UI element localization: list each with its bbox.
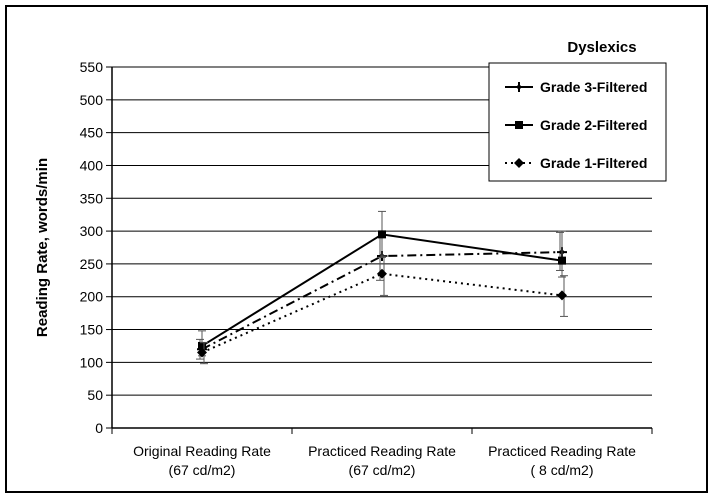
y-tick-label: 200	[80, 289, 104, 305]
legend-marker	[514, 158, 524, 168]
legend-title: Dyslexics	[567, 39, 636, 56]
legend-marker	[515, 121, 523, 129]
legend-label: Grade 1-Filtered	[540, 155, 647, 171]
data-point	[198, 341, 206, 350]
data-point	[558, 256, 566, 265]
y-tick-label: 50	[87, 387, 103, 403]
y-tick-label: 350	[80, 190, 104, 206]
y-tick-label: 300	[80, 223, 104, 239]
legend-item: Grade 1-Filtered	[505, 155, 647, 171]
y-tick-label: 550	[80, 59, 104, 75]
legend-item: Grade 2-Filtered	[505, 117, 647, 133]
y-tick-label: 150	[80, 322, 104, 338]
y-tick-label: 100	[80, 354, 104, 370]
data-point	[377, 268, 387, 279]
data-point	[378, 230, 386, 239]
legend-label: Grade 3-Filtered	[540, 79, 647, 95]
y-axis-label: Reading Rate, words/min	[34, 158, 51, 337]
series-line	[201, 251, 563, 351]
series-grade-1-filtered	[197, 255, 568, 365]
data-point	[197, 347, 207, 358]
x-tick-label: Practiced Reading Rate( 8 cd/m2)	[488, 443, 636, 478]
x-tick-label: Original Reading Rate (67 cd/m2)	[133, 443, 271, 478]
y-tick-label: 500	[80, 92, 104, 108]
y-tick-label: 250	[80, 256, 104, 272]
legend-label: Grade 2-Filtered	[540, 117, 647, 133]
legend-marker-center	[516, 84, 522, 90]
data-point	[557, 290, 567, 301]
y-tick-label: 450	[80, 125, 104, 141]
legend-item: Grade 3-Filtered	[505, 79, 647, 95]
y-tick-label: 0	[95, 420, 103, 436]
y-tick-label: 400	[80, 157, 104, 173]
x-tick-label: Practiced Reading Rate (67 cd/m2)	[308, 443, 456, 478]
series-grade-2-filtered	[198, 210, 566, 357]
